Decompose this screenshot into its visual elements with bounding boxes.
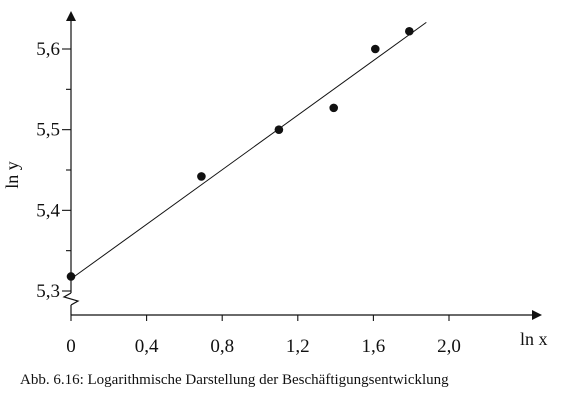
y-tick-label: 5,3 xyxy=(36,281,60,302)
data-point xyxy=(329,103,339,113)
data-point xyxy=(274,125,284,134)
data-point xyxy=(66,272,76,281)
data-point xyxy=(405,26,414,36)
figure-caption: Abb. 6.16: Logarithmische Darstellung de… xyxy=(20,372,449,388)
axes xyxy=(62,11,542,320)
y-tick-label: 5,4 xyxy=(36,200,60,221)
x-tick-label: 2,0 xyxy=(437,336,461,357)
regression-line xyxy=(70,21,427,280)
y-axis-arrowhead xyxy=(66,11,76,21)
y-tick-label: 5,5 xyxy=(36,120,60,141)
data-point xyxy=(370,44,380,54)
x-tick-label: 1,2 xyxy=(286,336,310,357)
ticks xyxy=(62,48,450,321)
y-axis-break xyxy=(62,292,80,306)
data-point xyxy=(197,172,206,181)
x-axis-label: ln x xyxy=(520,329,548,349)
y-tick-label: 5,6 xyxy=(36,39,60,60)
x-axis-arrowhead xyxy=(532,310,542,320)
x-tick-label: 0 xyxy=(66,336,76,357)
tick-labels: 0 0,4 0,8 1,2 1,6 2,0 5,3 5,4 5,5 5,6 xyxy=(36,39,461,357)
y-axis-label: ln y xyxy=(2,161,22,189)
x-tick-label: 0,8 xyxy=(210,336,234,357)
x-tick-label: 1,6 xyxy=(362,336,386,357)
data-points xyxy=(66,26,414,281)
x-tick-label: 0,4 xyxy=(135,336,159,357)
